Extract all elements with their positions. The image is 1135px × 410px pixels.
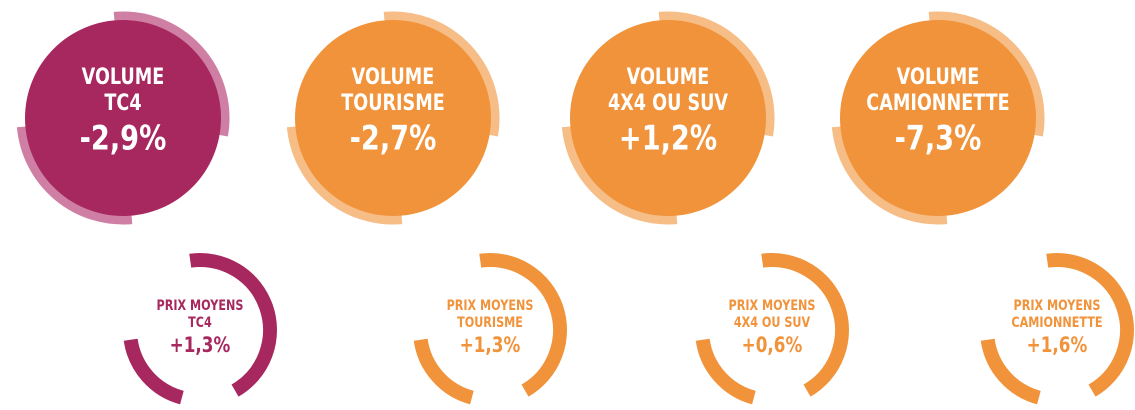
ring-arc bbox=[286, 126, 403, 225]
volume-title: CAMIONNETTE bbox=[866, 90, 1009, 115]
price-title: TC4 bbox=[188, 314, 212, 331]
price-title: CAMIONNETTE bbox=[1011, 314, 1102, 331]
ring-arc bbox=[658, 11, 775, 137]
volume-value: -2,9% bbox=[80, 118, 167, 158]
ring-arc bbox=[831, 126, 948, 225]
volume-title: TC4 bbox=[104, 90, 141, 115]
price-arc bbox=[980, 338, 1041, 405]
volume-title: 4X4 OU SUV bbox=[608, 90, 729, 115]
price-value: +0,6% bbox=[742, 333, 803, 357]
price-arc bbox=[1046, 253, 1134, 397]
ring-arc bbox=[561, 126, 678, 225]
price-title: PRIX MOYENS bbox=[157, 297, 244, 314]
price-title: PRIX MOYENS bbox=[729, 297, 816, 314]
volume-title: VOLUME bbox=[352, 64, 435, 89]
price-title: TOURISME bbox=[457, 314, 523, 331]
volume-circle bbox=[840, 20, 1036, 216]
price-title: 4X4 OU SUV bbox=[734, 314, 811, 331]
price-arc bbox=[761, 253, 849, 397]
price-arc bbox=[123, 338, 184, 405]
ring-arc bbox=[383, 11, 500, 137]
volume-value: -7,3% bbox=[895, 118, 982, 158]
price-arc bbox=[413, 338, 474, 405]
price-arc bbox=[695, 338, 756, 405]
volume-title: VOLUME bbox=[627, 64, 710, 89]
price-value: +1,3% bbox=[460, 333, 521, 357]
price-title: PRIX MOYENS bbox=[447, 297, 534, 314]
volume-title: VOLUME bbox=[897, 64, 980, 89]
price-title: PRIX MOYENS bbox=[1014, 297, 1101, 314]
volume-title: TOURISME bbox=[341, 90, 445, 115]
volume-value: +1,2% bbox=[619, 118, 717, 158]
price-value: +1,6% bbox=[1027, 333, 1088, 357]
ring-arc bbox=[113, 11, 230, 137]
volume-circle bbox=[25, 20, 221, 216]
ring-arc bbox=[928, 11, 1045, 137]
price-arc bbox=[189, 253, 277, 397]
volume-circle bbox=[295, 20, 491, 216]
volume-title: VOLUME bbox=[82, 64, 165, 89]
volume-value: -2,7% bbox=[350, 118, 437, 158]
ring-arc bbox=[16, 126, 133, 225]
price-value: +1,3% bbox=[170, 333, 231, 357]
price-arc bbox=[479, 253, 567, 397]
volume-circle bbox=[570, 20, 766, 216]
